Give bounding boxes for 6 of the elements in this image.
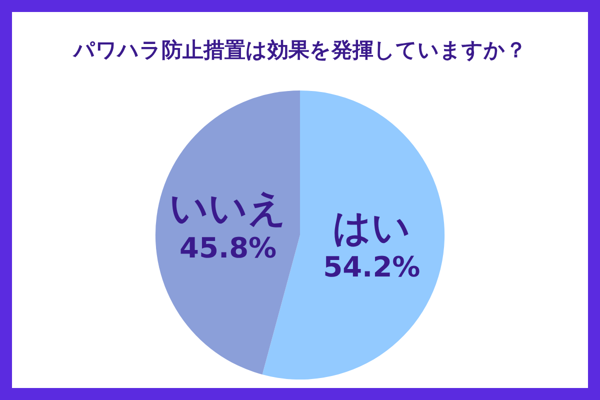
data-label: 54.2% [323, 250, 420, 284]
chart-title: パワハラ防止措置は効果を発揮していますか？ [72, 38, 526, 62]
slice-label: はい [332, 205, 411, 250]
pie-slice [156, 90, 300, 375]
slice-label: いいえ [170, 186, 287, 230]
data-label: 45.8% [179, 232, 277, 265]
